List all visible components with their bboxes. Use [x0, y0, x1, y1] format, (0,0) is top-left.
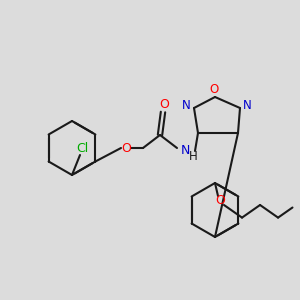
Text: O: O [215, 194, 225, 208]
Text: N: N [182, 99, 191, 112]
Text: N: N [181, 143, 190, 157]
Text: Cl: Cl [76, 142, 88, 154]
Text: O: O [159, 98, 169, 112]
Text: O: O [209, 82, 219, 95]
Text: H: H [189, 151, 198, 164]
Text: O: O [121, 142, 131, 154]
Text: N: N [243, 99, 252, 112]
